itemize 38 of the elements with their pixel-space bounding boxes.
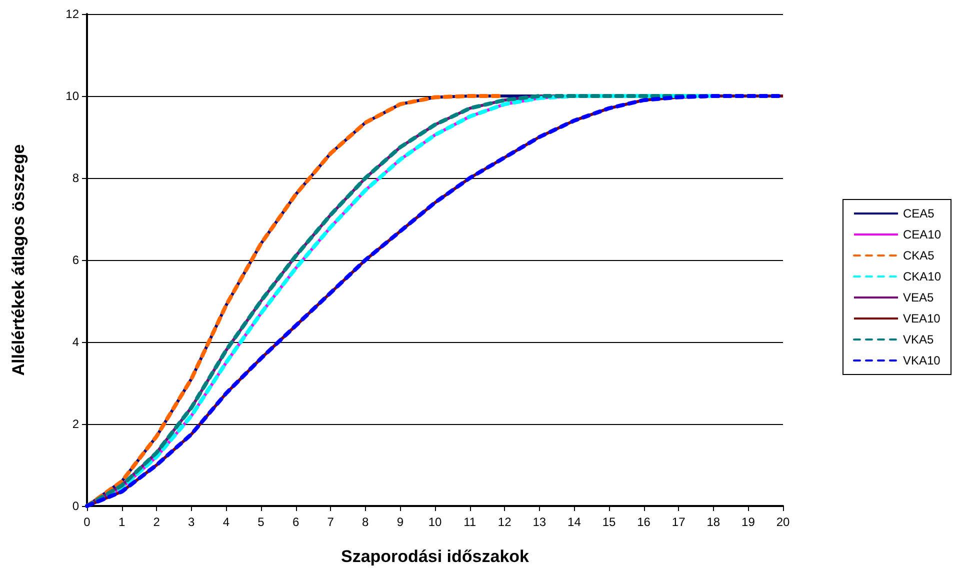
y-tick-label: 12 [66, 7, 80, 21]
x-tick-label: 6 [292, 515, 300, 529]
y-tick-label: 6 [72, 253, 80, 267]
y-tick-label: 2 [72, 417, 80, 431]
x-tick-label: 8 [362, 515, 370, 529]
legend-label: CEA5 [902, 206, 935, 220]
x-tick-label: 14 [568, 515, 582, 529]
x-tick-label: 15 [602, 515, 616, 529]
legend-label: VKA5 [902, 332, 934, 346]
x-tick-label: 3 [188, 515, 196, 529]
y-tick-label: 10 [66, 89, 80, 103]
x-tick-label: 4 [222, 515, 230, 529]
x-tick-label: 5 [258, 515, 265, 529]
legend-label: CEA10 [902, 228, 942, 242]
y-tick-label: 4 [72, 335, 80, 349]
y-axis-title: Allélértékek átlagos összege [9, 144, 28, 376]
x-tick-label: 19 [742, 515, 756, 529]
legend-label: VKA10 [902, 354, 941, 368]
legend-label: VEA10 [902, 312, 941, 326]
x-tick-label: 11 [464, 515, 476, 529]
x-tick-label: 18 [706, 515, 720, 529]
x-tick-label: 10 [428, 515, 442, 529]
x-tick-label: 20 [776, 515, 790, 529]
x-tick-label: 16 [637, 515, 651, 529]
x-tick-label: 0 [84, 515, 91, 529]
legend-label: CKA10 [902, 270, 942, 284]
x-tick-label: 9 [396, 515, 404, 529]
y-tick-label: 8 [72, 171, 80, 185]
x-axis-title: Szaporodási időszakok [341, 547, 530, 566]
x-tick-label: 7 [327, 515, 334, 529]
x-tick-label: 13 [532, 515, 546, 529]
legend-label: VEA5 [902, 290, 934, 304]
x-tick-label: 12 [498, 515, 512, 529]
legend-label: CKA5 [902, 248, 935, 262]
y-tick-label: 0 [72, 499, 80, 513]
x-tick-label: 2 [153, 515, 160, 529]
x-tick-label: 1 [118, 515, 126, 529]
x-tick-label: 17 [672, 515, 686, 529]
